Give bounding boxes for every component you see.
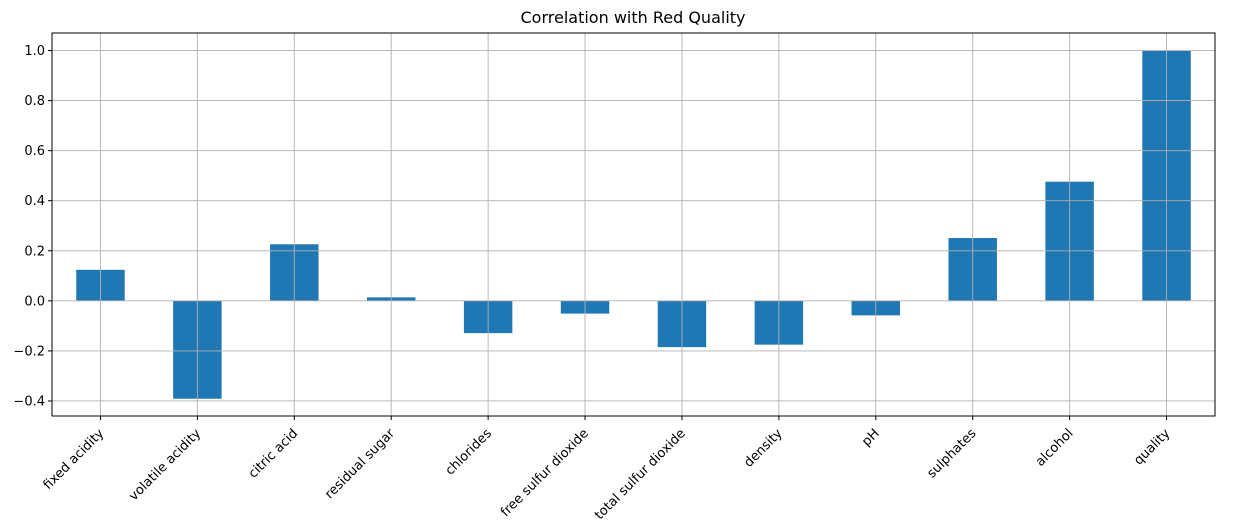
x-tick-label: free sulfur dioxide (498, 426, 592, 520)
x-tick-label: quality (1131, 426, 1173, 468)
y-tick-label: −0.2 (13, 344, 45, 359)
x-tick-label: alcohol (1033, 426, 1076, 469)
x-tick-label: volatile acidity (126, 426, 204, 504)
chart-title: Correlation with Red Quality (521, 8, 746, 27)
bars (76, 50, 1191, 399)
y-tick-label: 0.8 (24, 94, 45, 109)
y-tick-label: 0.6 (24, 144, 45, 159)
x-tick-label: density (741, 426, 786, 471)
x-tick-label: residual sugar (322, 426, 398, 502)
y-tick-label: 1.0 (24, 44, 45, 59)
x-tick-label: fixed acidity (41, 426, 108, 493)
x-tick-label: pH (859, 426, 882, 449)
y-tick-label: −0.4 (13, 394, 45, 409)
axes (48, 32, 1216, 420)
x-tick-label: chlorides (443, 426, 495, 478)
y-tick-label: 0.0 (24, 294, 45, 309)
x-tick-label: sulphates (924, 426, 979, 481)
y-tick-label: 0.4 (24, 194, 45, 209)
tick-labels: −0.4 −0.2 0.0 0.2 0.4 0.6 0.8 1.0 fixed acidity v… (13, 44, 1173, 523)
y-tick-label: 0.2 (24, 244, 45, 259)
x-tick-label: total sulfur dioxide (592, 426, 689, 523)
x-tick-label: citric acid (246, 426, 301, 481)
plot-frame (51, 32, 1216, 417)
